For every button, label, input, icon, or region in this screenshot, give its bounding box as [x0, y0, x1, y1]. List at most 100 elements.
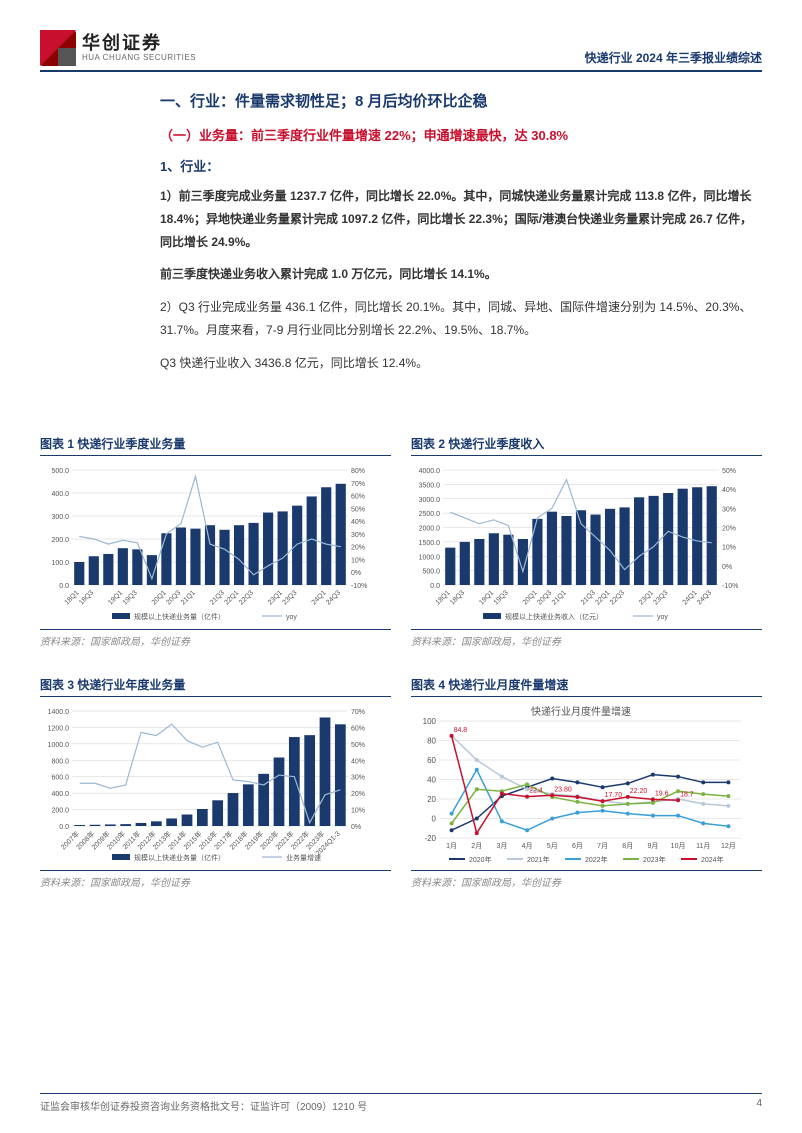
svg-text:23Q1: 23Q1 [638, 589, 655, 606]
svg-text:23Q1: 23Q1 [267, 589, 284, 606]
svg-text:400.0: 400.0 [51, 791, 69, 798]
svg-text:22.20: 22.20 [630, 787, 648, 794]
chart-source: 资料来源：国家邮政局，华创证券 [411, 870, 762, 889]
svg-text:100.0: 100.0 [51, 560, 69, 567]
chart-svg: 0.0200.0400.0600.0800.01000.01200.01400.… [40, 703, 380, 868]
svg-text:11月: 11月 [696, 842, 710, 850]
svg-text:1500.0: 1500.0 [419, 539, 441, 546]
svg-text:40%: 40% [722, 487, 736, 494]
brand-logo: 华创证券 HUA CHUANG SECURITIES [40, 30, 196, 66]
svg-text:80%: 80% [351, 468, 365, 475]
chart-2: 图表 2 快递行业季度收入 0.0500.01000.01500.02000.0… [411, 435, 762, 648]
svg-text:0.0: 0.0 [59, 824, 69, 831]
svg-text:3500.0: 3500.0 [419, 482, 441, 489]
svg-text:19Q3: 19Q3 [493, 589, 510, 606]
svg-text:19.6: 19.6 [655, 790, 669, 797]
svg-text:6月: 6月 [572, 842, 583, 850]
brand-name-cn: 华创证券 [82, 34, 196, 54]
svg-text:60%: 60% [351, 725, 365, 732]
chart-title: 图表 1 快递行业季度业务量 [40, 435, 391, 456]
svg-text:1200.0: 1200.0 [48, 725, 70, 732]
svg-text:21Q1: 21Q1 [551, 589, 568, 606]
svg-text:快递行业月度件量增速: 快递行业月度件量增速 [531, 705, 631, 718]
svg-text:12月: 12月 [721, 842, 736, 850]
paragraph: 1）前三季度完成业务量 1237.7 亿件，同比增长 22.0%。其中，同城快递… [160, 185, 762, 253]
chart-title: 图表 4 快递行业月度件量增速 [411, 676, 762, 697]
svg-text:0.0: 0.0 [59, 583, 69, 590]
svg-text:5月: 5月 [547, 842, 558, 850]
svg-text:0%: 0% [351, 570, 361, 577]
chart-source: 资料来源：国家邮政局，华创证券 [40, 629, 391, 648]
svg-text:0%: 0% [722, 563, 732, 570]
svg-text:10%: 10% [351, 557, 365, 564]
chart-row-2: 图表 3 快递行业年度业务量 0.0200.0400.0600.0800.010… [0, 676, 802, 889]
svg-text:3月: 3月 [496, 842, 507, 850]
svg-text:10月: 10月 [671, 842, 686, 850]
svg-text:18Q3: 18Q3 [449, 589, 466, 606]
paragraph: Q3 快递行业收入 3436.8 亿元，同比增长 12.4%。 [160, 352, 762, 375]
page-header: 华创证券 HUA CHUANG SECURITIES 快递行业 2024 年三季… [40, 30, 762, 72]
svg-text:84.8: 84.8 [454, 726, 468, 733]
chart-title: 图表 2 快递行业季度收入 [411, 435, 762, 456]
svg-text:规模以上快递业务量（亿件）: 规模以上快递业务量（亿件） [134, 612, 225, 621]
svg-text:4000.0: 4000.0 [419, 468, 441, 475]
svg-text:21Q3: 21Q3 [209, 589, 226, 606]
svg-text:20%: 20% [351, 791, 365, 798]
chart-source: 资料来源：国家邮政局，华创证券 [411, 629, 762, 648]
svg-text:2500.0: 2500.0 [419, 511, 441, 518]
svg-text:18.7: 18.7 [680, 791, 694, 798]
svg-text:0: 0 [432, 814, 437, 823]
svg-text:24Q1: 24Q1 [682, 589, 699, 606]
svg-text:21Q1: 21Q1 [180, 589, 197, 606]
svg-text:0%: 0% [351, 824, 361, 831]
svg-text:600.0: 600.0 [51, 774, 69, 781]
svg-text:18Q3: 18Q3 [78, 589, 95, 606]
svg-text:23Q3: 23Q3 [653, 589, 670, 606]
document-title: 快递行业 2024 年三季报业绩综述 [585, 49, 762, 66]
svg-text:30%: 30% [722, 506, 736, 513]
svg-text:2020年: 2020年 [469, 855, 492, 864]
svg-text:1月: 1月 [446, 842, 457, 850]
svg-text:2022年: 2022年 [585, 855, 608, 864]
svg-text:20: 20 [427, 795, 436, 804]
svg-text:23Q3: 23Q3 [282, 589, 299, 606]
svg-text:24Q3: 24Q3 [696, 589, 713, 606]
svg-text:10%: 10% [722, 544, 736, 551]
svg-text:200.0: 200.0 [51, 807, 69, 814]
svg-text:2021年: 2021年 [527, 855, 550, 864]
svg-text:50%: 50% [351, 741, 365, 748]
svg-text:40: 40 [427, 775, 436, 784]
svg-text:22.4: 22.4 [529, 787, 543, 794]
footer-disclaimer: 证监会审核华创证券投资咨询业务资格批文号：证监许可（2009）1210 号 [40, 1098, 367, 1113]
svg-text:200.0: 200.0 [51, 537, 69, 544]
svg-text:8月: 8月 [622, 842, 633, 850]
paragraph: 前三季度快递业务收入累计完成 1.0 万亿元，同比增长 14.1%。 [160, 263, 762, 286]
svg-text:50%: 50% [351, 506, 365, 513]
svg-text:24Q1: 24Q1 [311, 589, 328, 606]
svg-text:yoy: yoy [657, 614, 668, 621]
chart-svg: 0.0100.0200.0300.0400.0500.0-10%0%10%20%… [40, 462, 380, 627]
svg-text:2024年: 2024年 [701, 855, 724, 864]
svg-text:yoy: yoy [286, 614, 297, 621]
svg-text:80: 80 [427, 736, 436, 745]
svg-text:10%: 10% [351, 807, 365, 814]
heading-3: 1、行业： [160, 156, 762, 175]
svg-text:22Q3: 22Q3 [238, 589, 255, 606]
svg-text:2月: 2月 [471, 842, 482, 850]
svg-text:24Q3: 24Q3 [325, 589, 342, 606]
svg-text:20Q3: 20Q3 [165, 589, 182, 606]
heading-1: 一、行业：件量需求韧性足；8 月后均价环比企稳 [160, 90, 762, 111]
svg-text:20Q3: 20Q3 [536, 589, 553, 606]
heading-2: （一）业务量：前三季度行业件量增速 22%；申通增速最快，达 30.8% [160, 125, 762, 144]
svg-text:500.0: 500.0 [51, 468, 69, 475]
svg-text:7月: 7月 [597, 842, 608, 850]
svg-text:22Q3: 22Q3 [609, 589, 626, 606]
svg-text:18Q1: 18Q1 [64, 589, 81, 606]
svg-text:-10%: -10% [351, 583, 367, 590]
chart-3: 图表 3 快递行业年度业务量 0.0200.0400.0600.0800.010… [40, 676, 391, 889]
svg-text:40%: 40% [351, 758, 365, 765]
svg-text:-10%: -10% [722, 583, 738, 590]
svg-text:30%: 30% [351, 531, 365, 538]
svg-text:22Q1: 22Q1 [223, 589, 240, 606]
svg-text:规模以上快递业务收入（亿元）: 规模以上快递业务收入（亿元） [505, 612, 603, 621]
